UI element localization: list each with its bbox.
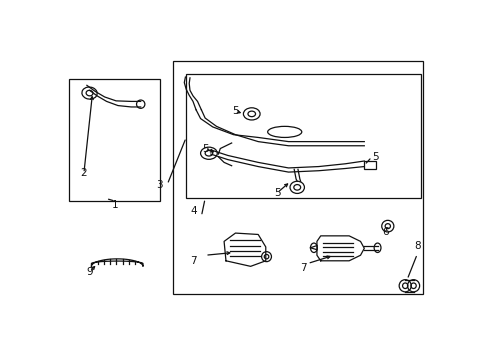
Text: 5: 5 [273, 188, 280, 198]
Bar [186, 74, 420, 198]
Bar [173, 61, 422, 294]
Text: 5: 5 [371, 152, 378, 162]
Text: 5: 5 [232, 106, 238, 116]
Text: 5: 5 [202, 144, 208, 153]
Text: 6: 6 [381, 227, 387, 237]
Text: 2: 2 [81, 168, 87, 179]
Text: 8: 8 [413, 240, 420, 251]
Text: 1: 1 [112, 201, 119, 210]
Text: 7: 7 [300, 263, 306, 273]
Bar [364, 161, 375, 169]
Text: 7: 7 [190, 256, 197, 266]
Bar [69, 79, 160, 201]
Text: 9: 9 [86, 267, 93, 277]
Text: 3: 3 [156, 180, 163, 190]
Text: 4: 4 [190, 206, 197, 216]
